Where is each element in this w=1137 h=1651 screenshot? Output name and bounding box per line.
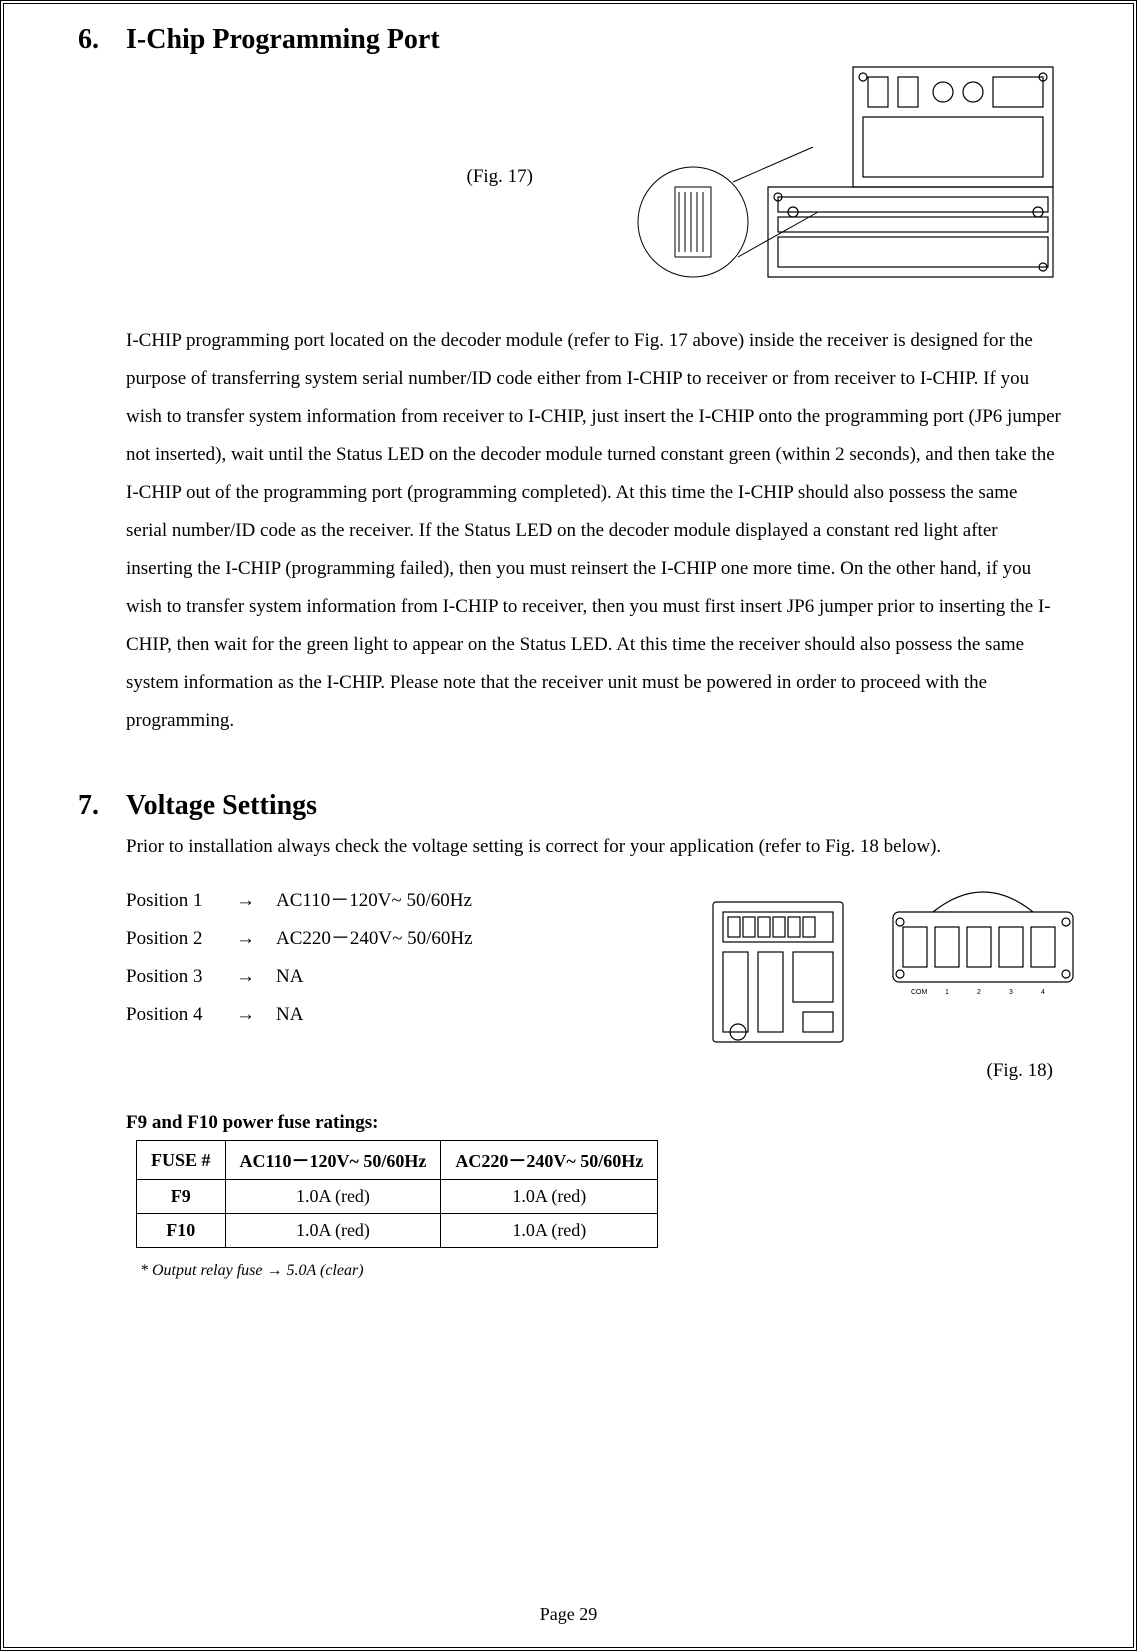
terminal-label-1: 1 [945, 989, 949, 996]
fuse-row-label: F10 [137, 1214, 226, 1248]
fuse-cell: 1.0A (red) [225, 1214, 441, 1248]
arrow-icon: → [236, 958, 276, 996]
voltage-position-value: AC220－240V~ 50/60Hz [276, 920, 683, 958]
table-row: F10 1.0A (red) 1.0A (red) [137, 1214, 658, 1248]
figure-18-illustration-icon: COM 1 2 3 4 [703, 882, 1083, 1052]
arrow-icon: → [236, 996, 276, 1034]
fuse-ratings-table: FUSE # AC110－120V~ 50/60Hz AC220－240V~ 5… [136, 1140, 658, 1248]
section-6-heading: 6. I-Chip Programming Port [78, 24, 1093, 56]
page-number: Page 29 [4, 1604, 1133, 1625]
voltage-position-row: Position 4 → NA [126, 996, 683, 1034]
section-7: 7. Voltage Settings Prior to installatio… [44, 790, 1093, 1280]
section-7-title: Voltage Settings [126, 790, 1093, 822]
fuse-cell: 1.0A (red) [441, 1214, 658, 1248]
figure-18-container: COM 1 2 3 4 (Fig. 18) [703, 882, 1093, 1082]
section-7-body: Prior to installation always check the v… [126, 828, 1093, 1280]
fuse-col-header: FUSE # [137, 1141, 226, 1180]
voltage-position-row: Position 3 → NA [126, 958, 683, 996]
voltage-position-row: Position 2 → AC220－240V~ 50/60Hz [126, 920, 683, 958]
section-7-left: Position 1 → AC110－120V~ 50/60Hz Positio… [126, 882, 683, 1034]
voltage-position-value: AC110－120V~ 50/60Hz [276, 882, 683, 920]
fuse-row-label: F9 [137, 1180, 226, 1214]
voltage-position-label: Position 4 [126, 996, 236, 1034]
section-7-intro: Prior to installation always check the v… [126, 828, 1063, 866]
section-6-paragraph: I-CHIP programming port located on the d… [126, 322, 1063, 740]
section-7-number: 7. [78, 790, 126, 822]
figure-17-pcb-icon [623, 62, 1093, 292]
fuse-col-header: AC110－120V~ 50/60Hz [225, 1141, 441, 1180]
fuse-table-heading: F9 and F10 power fuse ratings: [126, 1112, 1093, 1134]
arrow-icon: → [236, 920, 276, 958]
terminal-label-3: 3 [1009, 989, 1013, 996]
section-6-number: 6. [78, 24, 126, 56]
section-6-body: (Fig. 17) [126, 62, 1093, 740]
figure-17-row: (Fig. 17) [126, 62, 1093, 292]
section-6-title: I-Chip Programming Port [126, 24, 1093, 56]
voltage-position-list: Position 1 → AC110－120V~ 50/60Hz Positio… [126, 882, 683, 1034]
voltage-position-value: NA [276, 996, 683, 1034]
arrow-icon: → [236, 882, 276, 920]
table-row: F9 1.0A (red) 1.0A (red) [137, 1180, 658, 1214]
terminal-label-com: COM [911, 989, 928, 996]
fuse-col-header: AC220－240V~ 50/60Hz [441, 1141, 658, 1180]
section-7-flex: Position 1 → AC110－120V~ 50/60Hz Positio… [126, 882, 1093, 1082]
page-container: 6. I-Chip Programming Port (Fig. 17) [0, 0, 1137, 1651]
terminal-label-4: 4 [1041, 989, 1045, 996]
voltage-position-label: Position 3 [126, 958, 236, 996]
voltage-position-value: NA [276, 958, 683, 996]
table-header-row: FUSE # AC110－120V~ 50/60Hz AC220－240V~ 5… [137, 1141, 658, 1180]
voltage-position-label: Position 1 [126, 882, 236, 920]
fuse-cell: 1.0A (red) [225, 1180, 441, 1214]
figure-17-caption: (Fig. 17) [467, 166, 534, 188]
figure-18-caption: (Fig. 18) [703, 1060, 1093, 1082]
section-7-heading: 7. Voltage Settings [78, 790, 1093, 822]
fuse-cell: 1.0A (red) [441, 1180, 658, 1214]
voltage-position-row: Position 1 → AC110－120V~ 50/60Hz [126, 882, 683, 920]
voltage-position-label: Position 2 [126, 920, 236, 958]
output-relay-footnote: * Output relay fuse → 5.0A (clear) [140, 1262, 1093, 1280]
terminal-label-2: 2 [977, 989, 981, 996]
